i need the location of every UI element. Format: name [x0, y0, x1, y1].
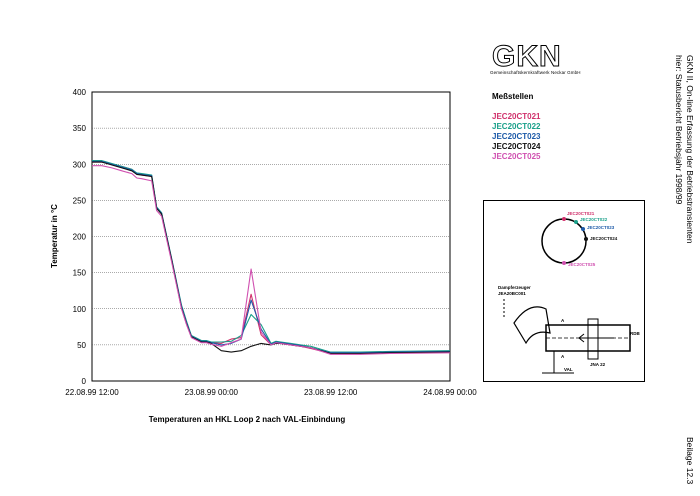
measurement-point-022 — [574, 220, 578, 224]
series-line-jec20ct022 — [92, 160, 451, 353]
point-label-025: JEC20CT025 — [568, 262, 596, 267]
series-lines — [92, 160, 451, 355]
section-a-label: A — [561, 318, 565, 323]
y-tick-label: 200 — [73, 233, 87, 242]
y-axis-ticks: 400 350 300 250 200 150 100 50 0 — [73, 88, 87, 386]
logo-subtitle: Gemeinschaftskernkraftwerk Neckar GmbH — [490, 70, 581, 75]
x-tick-label: 24.08.99 00:00 — [423, 388, 477, 397]
y-tick-label: 100 — [73, 305, 87, 314]
rdb-label: RDB — [630, 331, 640, 336]
beilage-label: Beilage 12.3 — [685, 437, 695, 485]
series-line-jec20ct025 — [92, 165, 451, 355]
branch-pipe — [587, 318, 599, 360]
point-label-024: JEC20CT024 — [590, 236, 618, 241]
jna-label: JNA 22 — [590, 362, 606, 367]
inlet-pipe — [513, 306, 551, 345]
legend-item-jec20ct021: JEC20CT021 — [492, 112, 541, 121]
y-tick-label: 350 — [73, 124, 87, 133]
series-line-jec20ct023 — [92, 160, 451, 354]
pipe-cross-section — [541, 218, 587, 264]
point-label-022: JEC20CT022 — [580, 217, 608, 222]
x-tick-label: 23.08.99 12:00 — [304, 388, 358, 397]
measurement-diagram: JEC20CT021 JEC20CT022 JEC20CT023 JEC20CT… — [483, 200, 645, 382]
gkn-logo: GKN Gemeinschaftskernkraftwerk Neckar Gm… — [490, 40, 600, 80]
legend: Meßstellen JEC20CT021 JEC20CT022 JEC20CT… — [492, 92, 540, 162]
flow-arrow — [578, 333, 614, 343]
measurement-point-023 — [581, 227, 585, 231]
legend-item-jec20ct024: JEC20CT024 — [492, 142, 541, 151]
y-tick-label: 300 — [73, 160, 87, 169]
x-axis-title: Temperaturen an HKL Loop 2 nach VAL-Einb… — [149, 415, 346, 424]
x-tick-label: 23.08.99 00:00 — [185, 388, 239, 397]
damper-id-label: JEA20BC001 — [498, 291, 526, 296]
y-tick-label: 250 — [73, 196, 87, 205]
val-label: VAL — [564, 367, 573, 372]
x-tick-label: 22.08.99 12:00 — [65, 388, 119, 397]
y-axis-title: Temperatur in °C — [50, 204, 59, 268]
point-label-021: JEC20CT021 — [567, 211, 595, 216]
y-tick-label: 0 — [82, 377, 87, 386]
y-tick-label: 50 — [77, 341, 86, 350]
legend-item-jec20ct025: JEC20CT025 — [492, 152, 541, 161]
measurement-point-025 — [562, 261, 566, 265]
measurement-point-024 — [584, 237, 588, 241]
legend-item-jec20ct022: JEC20CT022 — [492, 122, 541, 131]
side-title-line2: hier: Statusbericht Betriebsjahr 1998/99 — [674, 55, 684, 205]
series-line-jec20ct021 — [92, 161, 451, 355]
series-line-jec20ct024 — [92, 161, 451, 355]
x-axis-ticks: 22.08.99 12:00 23.08.99 00:00 23.08.99 12:… — [65, 388, 477, 397]
side-header: GKN II, On-line Erfassung der Betriebstr… — [655, 55, 695, 484]
side-title-line1: GKN II, On-line Erfassung der Betriebstr… — [685, 55, 695, 244]
val-pipe — [542, 351, 574, 374]
legend-title: Meßstellen — [492, 92, 534, 101]
gkn-logo-mark: GKN — [492, 40, 562, 74]
section-a-label-lower: A — [561, 354, 565, 359]
point-label-023: JEC20CT023 — [587, 225, 615, 230]
measurement-point-021 — [562, 217, 566, 221]
svg-text:GKN: GKN — [492, 40, 562, 70]
damper-label: Dampferzeuger — [498, 285, 531, 290]
gridlines — [92, 127, 450, 346]
legend-item-jec20ct023: JEC20CT023 — [492, 132, 541, 141]
y-tick-label: 400 — [73, 88, 87, 97]
y-tick-label: 150 — [73, 269, 87, 278]
